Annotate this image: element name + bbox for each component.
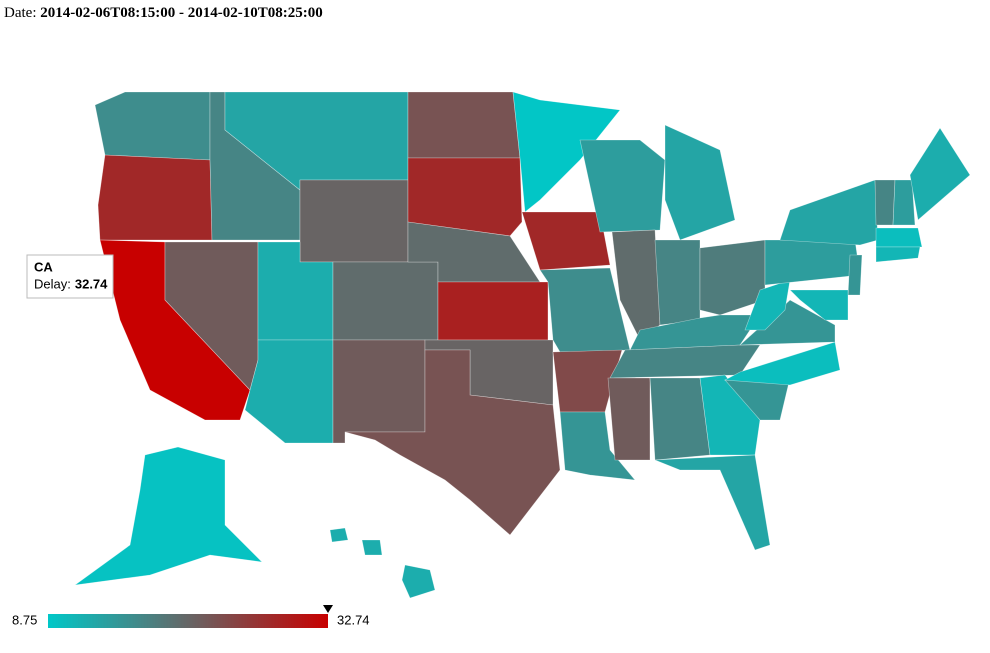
state[interactable] bbox=[909, 127, 971, 221]
tooltip-label: Delay: bbox=[34, 276, 71, 291]
state[interactable] bbox=[401, 564, 436, 599]
legend-marker bbox=[323, 605, 333, 613]
state[interactable] bbox=[649, 377, 711, 461]
state[interactable] bbox=[559, 411, 636, 481]
state[interactable] bbox=[244, 339, 334, 444]
state[interactable] bbox=[579, 139, 666, 233]
legend-bar bbox=[48, 614, 328, 628]
state[interactable] bbox=[723, 341, 841, 386]
state[interactable] bbox=[407, 91, 521, 159]
state[interactable] bbox=[699, 374, 761, 456]
state[interactable] bbox=[539, 267, 631, 353]
state[interactable] bbox=[607, 377, 651, 461]
state[interactable] bbox=[764, 239, 861, 286]
date-label: Date: bbox=[4, 5, 37, 21]
state[interactable] bbox=[664, 124, 736, 241]
state[interactable] bbox=[789, 289, 849, 321]
state[interactable] bbox=[521, 211, 611, 271]
state[interactable] bbox=[892, 179, 916, 226]
state[interactable] bbox=[654, 454, 771, 551]
tooltip-value: 32.74 bbox=[75, 276, 108, 291]
tooltip: CA Delay: 32.74 bbox=[26, 254, 114, 299]
date-range: 2014-02-06T08:15:00 - 2014-02-10T08:25:0… bbox=[40, 5, 323, 21]
tooltip-title: CA bbox=[34, 259, 53, 274]
state[interactable] bbox=[332, 339, 426, 444]
state[interactable] bbox=[699, 239, 766, 316]
state[interactable] bbox=[74, 446, 263, 586]
state[interactable] bbox=[654, 239, 701, 326]
state[interactable] bbox=[779, 179, 879, 246]
state[interactable] bbox=[329, 527, 349, 543]
state[interactable] bbox=[875, 246, 921, 263]
state[interactable] bbox=[97, 154, 213, 241]
state[interactable] bbox=[847, 254, 863, 296]
state[interactable] bbox=[344, 349, 561, 536]
legend-max: 32.74 bbox=[337, 612, 370, 627]
state[interactable] bbox=[875, 227, 923, 248]
state[interactable] bbox=[361, 539, 383, 556]
date-header: Date: 2014-02-06T08:15:00 - 2014-02-10T0… bbox=[4, 5, 323, 22]
state[interactable] bbox=[332, 261, 439, 341]
state[interactable] bbox=[609, 344, 761, 379]
legend-min: 8.75 bbox=[12, 612, 37, 627]
state[interactable] bbox=[437, 281, 549, 341]
state[interactable] bbox=[299, 179, 409, 263]
state[interactable] bbox=[94, 91, 211, 161]
tooltip-box bbox=[26, 254, 114, 299]
state[interactable] bbox=[512, 91, 621, 213]
state[interactable] bbox=[874, 179, 896, 226]
state[interactable] bbox=[407, 157, 523, 237]
